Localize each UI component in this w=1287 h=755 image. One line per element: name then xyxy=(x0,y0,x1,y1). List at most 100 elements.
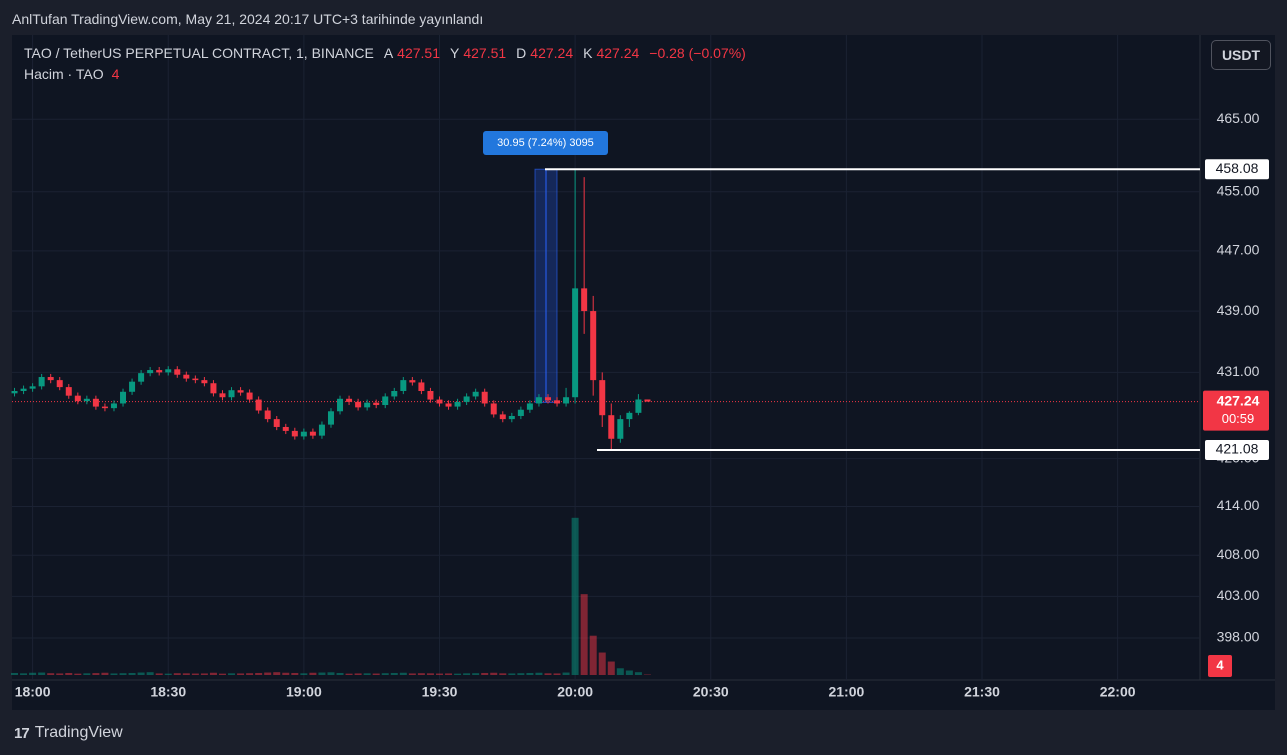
volume-bar xyxy=(399,672,407,675)
volume-legend: Hacim · TAO 4 xyxy=(24,66,119,82)
candle-body xyxy=(11,390,18,394)
close-label: K xyxy=(583,45,593,61)
x-tick-label: 19:30 xyxy=(422,684,458,700)
volume-bar xyxy=(571,517,579,675)
volume-bar xyxy=(562,672,570,675)
volume-bar xyxy=(200,673,208,675)
candle-body xyxy=(264,410,271,420)
candle-body xyxy=(445,403,452,407)
candle-body xyxy=(490,403,497,415)
candle-body xyxy=(617,419,624,439)
candle-body xyxy=(635,399,642,413)
candle-body xyxy=(291,430,298,437)
candle-body xyxy=(535,397,542,404)
price-label: 421.08 xyxy=(1216,441,1259,457)
volume-bar xyxy=(282,672,290,675)
volume-bar xyxy=(327,672,335,675)
candle-body xyxy=(174,369,181,375)
volume-bar xyxy=(508,673,516,675)
y-tick-label: 408.00 xyxy=(1217,546,1260,562)
candle-body xyxy=(138,373,145,382)
y-tick-label: 403.00 xyxy=(1217,587,1260,603)
candle-body xyxy=(165,369,172,373)
y-tick-label: 447.00 xyxy=(1217,242,1260,258)
volume-bar xyxy=(472,673,480,675)
candle-body xyxy=(526,403,533,410)
candle-body xyxy=(400,380,407,391)
volume-bar xyxy=(580,594,588,675)
currency-button[interactable]: USDT xyxy=(1211,40,1271,70)
volume-bar xyxy=(29,672,37,675)
volume-bar xyxy=(11,672,19,675)
candle-body xyxy=(201,380,208,384)
volume-bar xyxy=(372,673,380,675)
volume-bar xyxy=(56,673,64,675)
candle-body xyxy=(572,288,579,398)
price-label-bg xyxy=(1205,159,1269,180)
volume-bar xyxy=(553,673,561,675)
candle-body xyxy=(409,380,416,383)
high-label: Y xyxy=(450,45,460,61)
volume-bar xyxy=(526,672,534,675)
candle-body xyxy=(499,414,506,420)
volume-bar xyxy=(273,672,281,675)
y-tick-label: 414.00 xyxy=(1217,497,1260,513)
change: −0.28 (−0.07%) xyxy=(649,45,746,61)
volume-bar xyxy=(354,673,362,675)
candle-body xyxy=(364,402,371,408)
volume-bar xyxy=(38,672,46,675)
logo: 17 TradingView xyxy=(14,724,123,742)
volume-bar xyxy=(128,672,136,675)
candle-body xyxy=(318,424,325,436)
volume-value: 4 xyxy=(111,66,120,82)
volume-bar xyxy=(237,673,245,675)
candle-body xyxy=(590,311,597,381)
volume-bar xyxy=(110,673,118,675)
volume-bar xyxy=(173,673,181,675)
volume-bar xyxy=(454,673,462,675)
candle-body xyxy=(608,415,615,439)
volume-bar xyxy=(65,672,73,675)
candle-body xyxy=(210,383,217,394)
candle-body xyxy=(337,398,344,412)
candle-body xyxy=(147,370,154,374)
candle-body xyxy=(454,401,461,407)
y-tick-label: 455.00 xyxy=(1217,182,1260,198)
x-tick-label: 19:00 xyxy=(286,684,322,700)
candle-body xyxy=(544,397,551,401)
volume-bar xyxy=(92,673,100,675)
volume-bar xyxy=(137,672,145,675)
candle-body xyxy=(391,390,398,397)
volume-bar xyxy=(490,672,498,675)
open-label: A xyxy=(383,45,394,61)
y-tick-label: 398.00 xyxy=(1217,629,1260,645)
candle-body xyxy=(554,400,561,404)
candle-body xyxy=(129,381,136,392)
volume-bar xyxy=(381,673,389,675)
candle-body xyxy=(83,398,90,402)
volume-bar xyxy=(345,673,353,675)
volume-bar xyxy=(83,673,91,675)
candle-body xyxy=(563,397,570,404)
candle-body xyxy=(463,396,470,402)
volume-bar xyxy=(146,672,154,675)
volume-bar xyxy=(101,672,109,675)
volume-bar xyxy=(309,672,317,675)
countdown: 00:59 xyxy=(1222,411,1255,426)
candle-body xyxy=(110,403,117,409)
candle-body xyxy=(427,390,434,400)
measure-label: 30.95 (7.24%) 3095 xyxy=(497,137,594,149)
x-tick-label: 18:30 xyxy=(150,684,186,700)
volume-bar xyxy=(435,673,443,675)
volume-bar xyxy=(191,673,199,675)
volume-bar xyxy=(47,673,55,675)
candle-body xyxy=(255,399,262,411)
volume-bar xyxy=(264,672,272,675)
candle-body xyxy=(309,431,316,436)
low-value: 427.24 xyxy=(530,45,574,61)
candle-body xyxy=(355,401,362,408)
volume-bar xyxy=(209,672,217,675)
volume-bar xyxy=(625,670,633,675)
candle-body xyxy=(65,387,72,396)
volume-label-bg xyxy=(1208,655,1232,677)
